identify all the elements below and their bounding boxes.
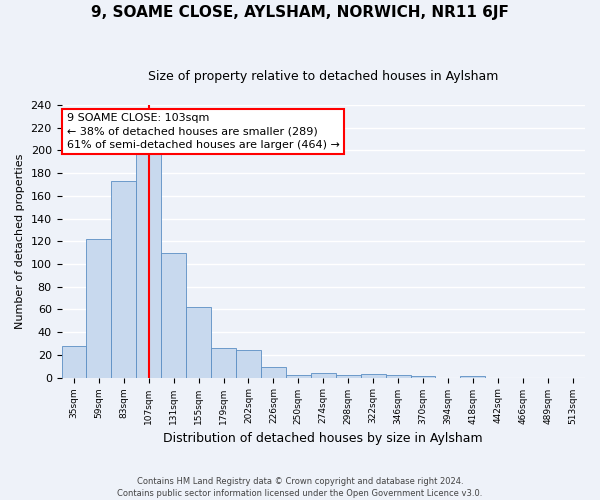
X-axis label: Distribution of detached houses by size in Aylsham: Distribution of detached houses by size … (163, 432, 483, 445)
Bar (236, 350, 261, 378)
Bar (261, 368, 286, 378)
Bar (361, 374, 386, 378)
Bar (211, 348, 236, 378)
Bar (311, 373, 336, 378)
Bar (86, 239, 112, 378)
Bar (112, 181, 136, 378)
Bar (386, 376, 410, 378)
Bar (336, 376, 361, 378)
Text: 9, SOAME CLOSE, AYLSHAM, NORWICH, NR11 6JF: 9, SOAME CLOSE, AYLSHAM, NORWICH, NR11 6… (91, 5, 509, 20)
Text: Contains HM Land Registry data © Crown copyright and database right 2024.
Contai: Contains HM Land Registry data © Crown c… (118, 476, 482, 498)
Bar (62, 346, 86, 378)
Text: 9 SOAME CLOSE: 103sqm
← 38% of detached houses are smaller (289)
61% of semi-det: 9 SOAME CLOSE: 103sqm ← 38% of detached … (67, 113, 340, 150)
Bar (460, 376, 485, 378)
Bar (136, 154, 161, 378)
Bar (286, 376, 311, 378)
Title: Size of property relative to detached houses in Aylsham: Size of property relative to detached ho… (148, 70, 499, 83)
Y-axis label: Number of detached properties: Number of detached properties (15, 154, 25, 329)
Bar (186, 307, 211, 378)
Bar (410, 376, 436, 378)
Bar (161, 252, 186, 378)
